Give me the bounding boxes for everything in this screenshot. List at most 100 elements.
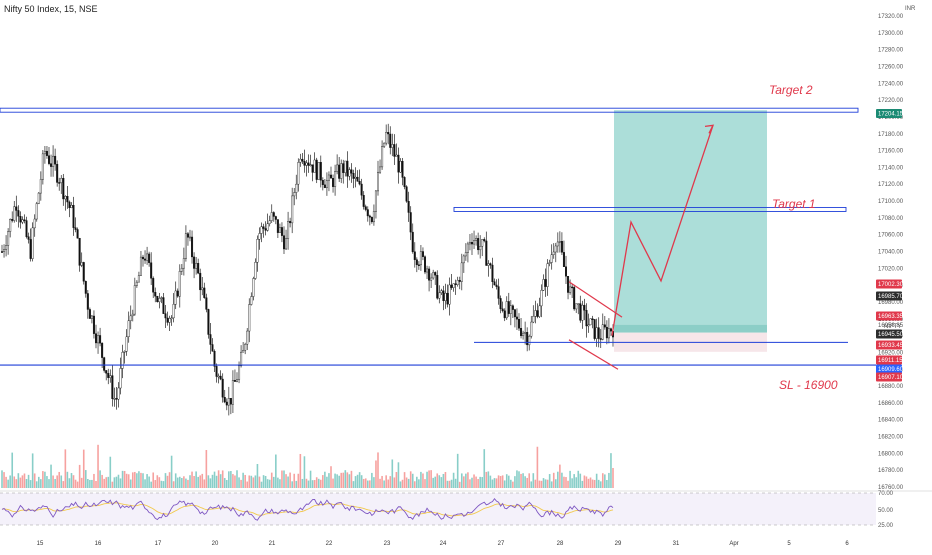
volume-bar [510,479,512,488]
volume-bar [444,472,447,488]
wedge-upper-line [568,281,623,318]
candle-body [101,342,104,358]
volume-bar [307,480,310,488]
candle-body [565,266,568,277]
volume-bar [207,475,210,488]
candle-body [180,267,183,272]
candle-body [462,255,465,264]
price-tag-text: 16907.10 [878,375,904,381]
candle-body [550,254,553,263]
volume-bar [162,481,165,488]
time-axis[interactable]: 15 16 17 20 21 22 23 24 27 28 29 31 Apr 5 6 [37,541,850,547]
volume-bar [50,464,52,488]
candle-body [401,161,404,178]
candle-body [74,227,77,230]
volume-bar [559,464,561,488]
price-axis[interactable]: 17320.00 17300.00 17280.00 17260.00 17240.00… [878,14,904,491]
candle-body [599,338,602,340]
candle-body [340,163,343,179]
candle-body [579,303,582,321]
candle-body [479,246,482,251]
volume-bar [283,470,285,488]
price-tick-label: 16800.00 [878,451,904,457]
volume-bar [211,474,214,488]
candle-body [522,332,525,336]
candle-body [17,210,20,217]
volume-bar [526,477,528,488]
volume-bar [426,471,428,488]
price-tick-label: 17160.00 [878,149,904,155]
price-tick-label: 17280.00 [878,48,904,54]
volume-bar [422,473,424,488]
candle-body [597,327,600,339]
candle-body [372,211,375,223]
candle-body [607,328,610,339]
candle-body [146,253,149,261]
volume-bar [354,476,357,488]
volume-bar [219,474,222,488]
candle-body [368,215,371,218]
volume-bar [383,480,385,488]
candle-body [260,226,263,234]
candle-body [162,297,165,314]
volume-bar [295,480,298,488]
price-tick-label: 16980.00 [878,300,904,306]
volume-bar [475,476,477,488]
volume-bar [563,476,565,488]
candle-body [297,162,300,185]
candle-body [362,195,365,207]
volume-bar [379,478,381,488]
candle-body [193,256,196,269]
candle-body [354,176,357,179]
volume-bar [203,479,206,488]
candle-body [178,271,181,297]
candle-body [591,318,594,320]
volume-bar [487,471,490,488]
candle-body [127,320,130,338]
candle-body [139,256,142,276]
volume-bar [540,480,543,488]
candle-body [440,290,443,294]
candle-body [436,275,439,299]
candle-body [473,240,476,245]
candle-body [325,180,328,188]
volume-bar [612,468,614,488]
candle-body [207,309,210,335]
volume-bar [84,470,87,488]
candle-body [374,190,377,212]
candle-body [80,262,83,266]
candle-body [544,279,547,287]
candle-body [444,292,447,301]
volume-bar [60,475,63,488]
volume-bar [483,449,486,488]
volume-bar [340,472,343,488]
candle-body [458,279,461,282]
volume-bar [176,477,179,488]
candle-body [66,196,69,203]
candle-body [460,262,463,282]
volume-bar [550,481,553,488]
volume-bar [338,475,340,488]
candle-body [483,239,486,242]
volume-bar [364,478,367,488]
candle-body [43,150,46,155]
candle-body [485,240,488,266]
candle-body [393,144,396,157]
candle-body [350,169,353,174]
candle-body [389,133,392,148]
volume-bar [463,476,465,488]
volume-bar [277,477,279,488]
candle-body [291,195,294,224]
volume-bar [328,473,330,488]
rsi-pane: 70.00 50.00 25.00 [0,490,932,529]
candle-body [430,277,433,281]
volume-bar [552,472,555,488]
price-tag-text: 16985.70 [878,294,904,300]
candle-body [301,158,304,162]
volume-bar [369,480,371,488]
candle-body [364,206,367,210]
time-tick-label: 16 [95,541,102,547]
candle-body [56,164,59,183]
volume-bar [465,473,467,488]
candle-body [524,332,527,334]
